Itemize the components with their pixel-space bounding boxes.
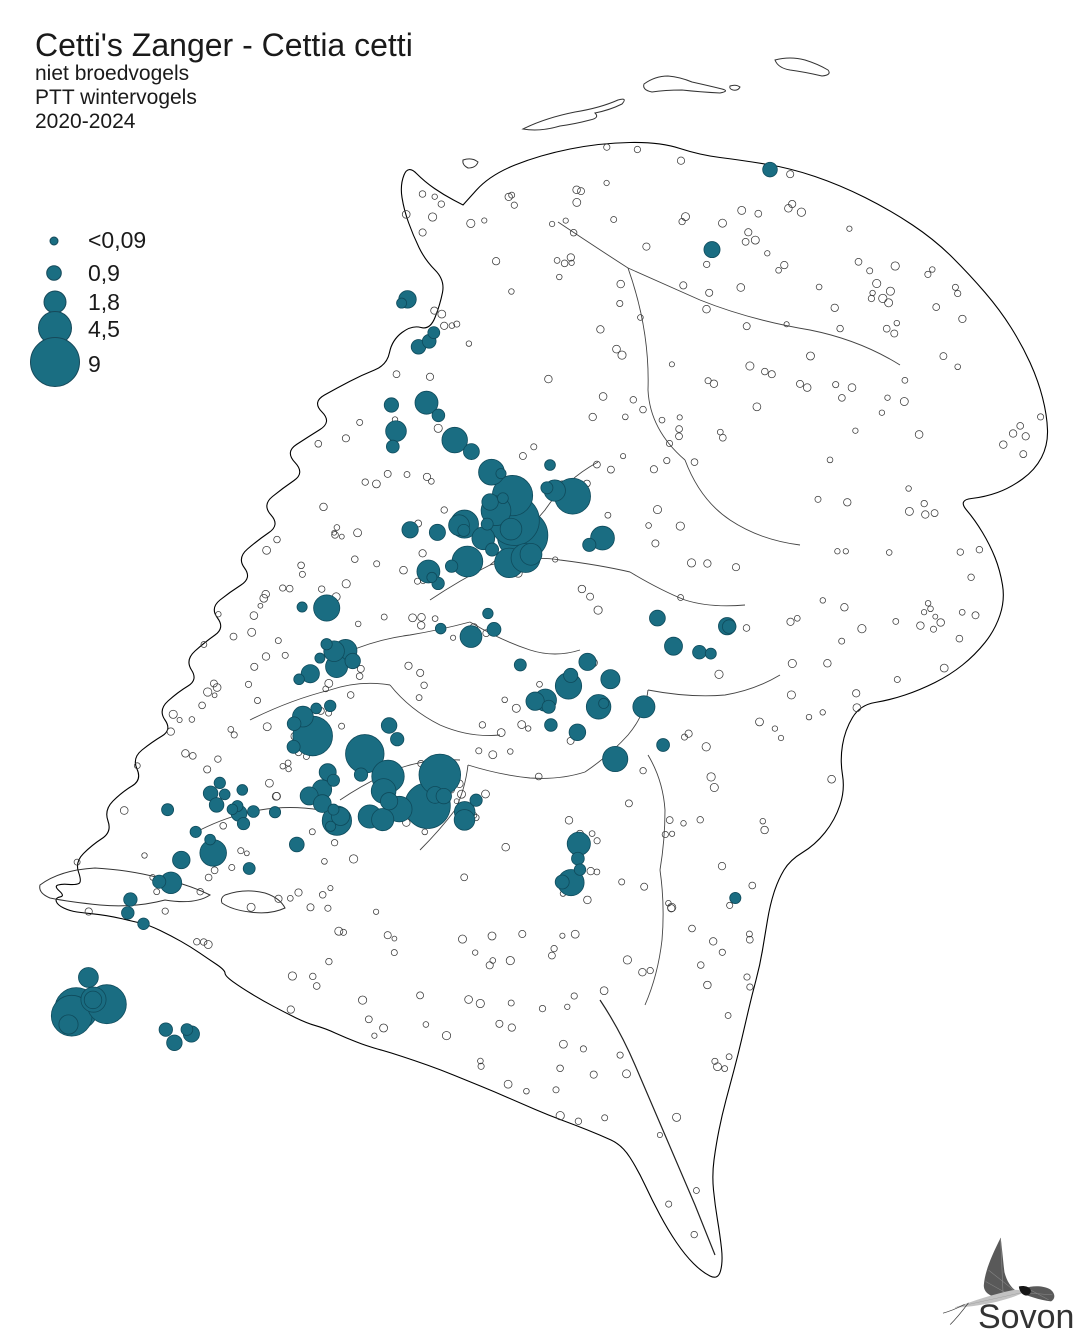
svg-text:4,5: 4,5 [88, 316, 120, 342]
svg-text:Sovon: Sovon [978, 1298, 1074, 1336]
svg-text:9: 9 [88, 351, 101, 377]
svg-text:0,9: 0,9 [88, 260, 120, 286]
svg-text:niet broedvogels: niet broedvogels [35, 62, 189, 85]
svg-text:Cetti's Zanger - Cettia cetti: Cetti's Zanger - Cettia cetti [35, 27, 413, 63]
svg-text:2020-2024: 2020-2024 [35, 110, 136, 133]
svg-text:1,8: 1,8 [88, 289, 120, 315]
svg-text:<0,09: <0,09 [88, 227, 146, 253]
svg-text:PTT wintervogels: PTT wintervogels [35, 86, 197, 109]
